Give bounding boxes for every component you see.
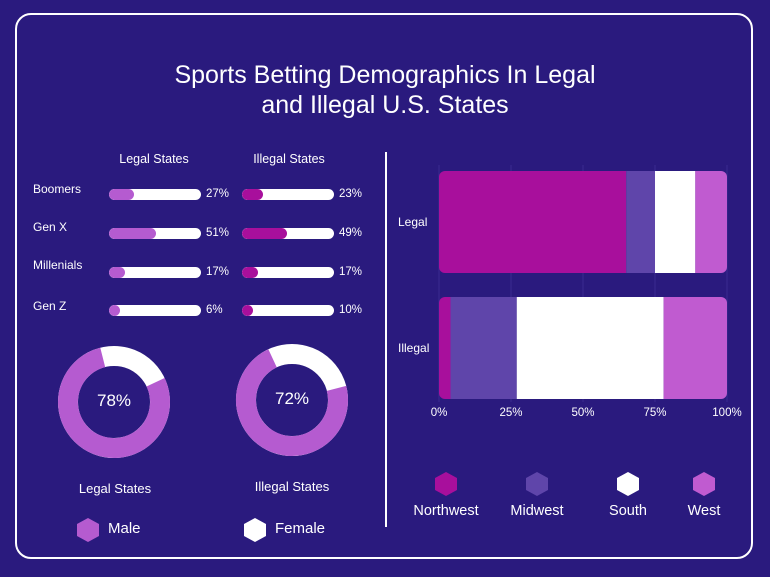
x-tick-label: 50%	[571, 407, 594, 419]
progress-fill-legal	[109, 228, 156, 239]
generation-label: Boomers	[33, 182, 82, 196]
percent-label-illegal: 49%	[339, 227, 363, 239]
progress-fill-illegal	[242, 228, 288, 239]
legend-label-south: South	[609, 503, 647, 519]
bar-segment-south	[516, 297, 664, 399]
category-label: Illegal	[398, 341, 429, 355]
donut-legal-center: 78%	[96, 391, 132, 410]
progress-fill-illegal	[242, 189, 264, 200]
x-tick-label: 0%	[431, 407, 448, 419]
donut-legal-label: Legal States	[78, 481, 152, 496]
generation-label: Gen Z	[33, 299, 67, 313]
bar-segment-midwest	[450, 297, 517, 399]
bar-legal	[439, 171, 727, 273]
col-header-legal: Legal States	[119, 152, 189, 166]
legend-male-label: Male	[108, 520, 141, 537]
percent-label-legal: 17%	[206, 266, 230, 278]
female-hexagon-icon	[244, 518, 266, 542]
percent-label-legal: 27%	[206, 188, 230, 200]
infographic-card	[15, 13, 753, 559]
legend-label-midwest: Midwest	[510, 503, 564, 519]
bar-illegal	[439, 297, 727, 399]
legend-label-west: West	[687, 503, 721, 519]
page-title-line-2: and Illegal U.S. States	[261, 91, 509, 119]
progress-fill-legal	[109, 267, 125, 278]
category-label: Legal	[398, 215, 427, 229]
hexagon-icon	[693, 472, 715, 496]
percent-label-illegal: 17%	[339, 266, 363, 278]
progress-fill-legal	[109, 189, 134, 200]
hexagon-icon	[617, 472, 639, 496]
legend-label-northwest: Northwest	[413, 503, 479, 519]
percent-label-legal: 51%	[206, 227, 230, 239]
x-tick-label: 100%	[712, 407, 741, 419]
hexagon-icon	[526, 472, 548, 496]
bar-segment-south	[655, 171, 696, 273]
col-header-illegal: Illegal States	[253, 152, 325, 166]
bar-segment-west	[663, 297, 727, 399]
progress-fill-illegal	[242, 305, 253, 316]
donut-male-segment	[57, 346, 170, 458]
progress-track-legal	[109, 228, 201, 239]
bar-segment-midwest	[626, 171, 655, 273]
male-hexagon-icon	[77, 518, 99, 542]
bar-segment-northwest	[439, 171, 627, 273]
progress-track-legal	[109, 305, 201, 316]
progress-track-illegal	[242, 267, 334, 278]
progress-track-illegal	[242, 305, 334, 316]
donut-male-segment	[236, 344, 348, 456]
percent-label-legal: 6%	[206, 304, 223, 316]
progress-track-illegal	[242, 228, 334, 239]
donut-illegal-center: 72%	[274, 389, 310, 408]
page-title-line-1: Sports Betting Demographics In Legal	[174, 61, 596, 89]
hexagon-icon	[435, 472, 457, 496]
progress-track-legal	[109, 267, 201, 278]
bar-segment-northwest	[439, 297, 451, 399]
x-tick-label: 75%	[643, 407, 666, 419]
section-divider	[385, 152, 387, 527]
bar-segment-west	[695, 171, 727, 273]
progress-track-legal	[109, 189, 201, 200]
generation-label: Gen X	[33, 220, 68, 234]
donut-illegal-label: Illegal States	[254, 479, 330, 494]
percent-label-illegal: 23%	[339, 188, 363, 200]
progress-track-illegal	[242, 189, 334, 200]
generation-label: Millenials	[33, 258, 83, 272]
progress-fill-legal	[109, 305, 120, 316]
progress-fill-illegal	[242, 267, 258, 278]
legend-female-label: Female	[275, 520, 326, 537]
x-tick-label: 25%	[499, 407, 522, 419]
percent-label-illegal: 10%	[339, 304, 363, 316]
